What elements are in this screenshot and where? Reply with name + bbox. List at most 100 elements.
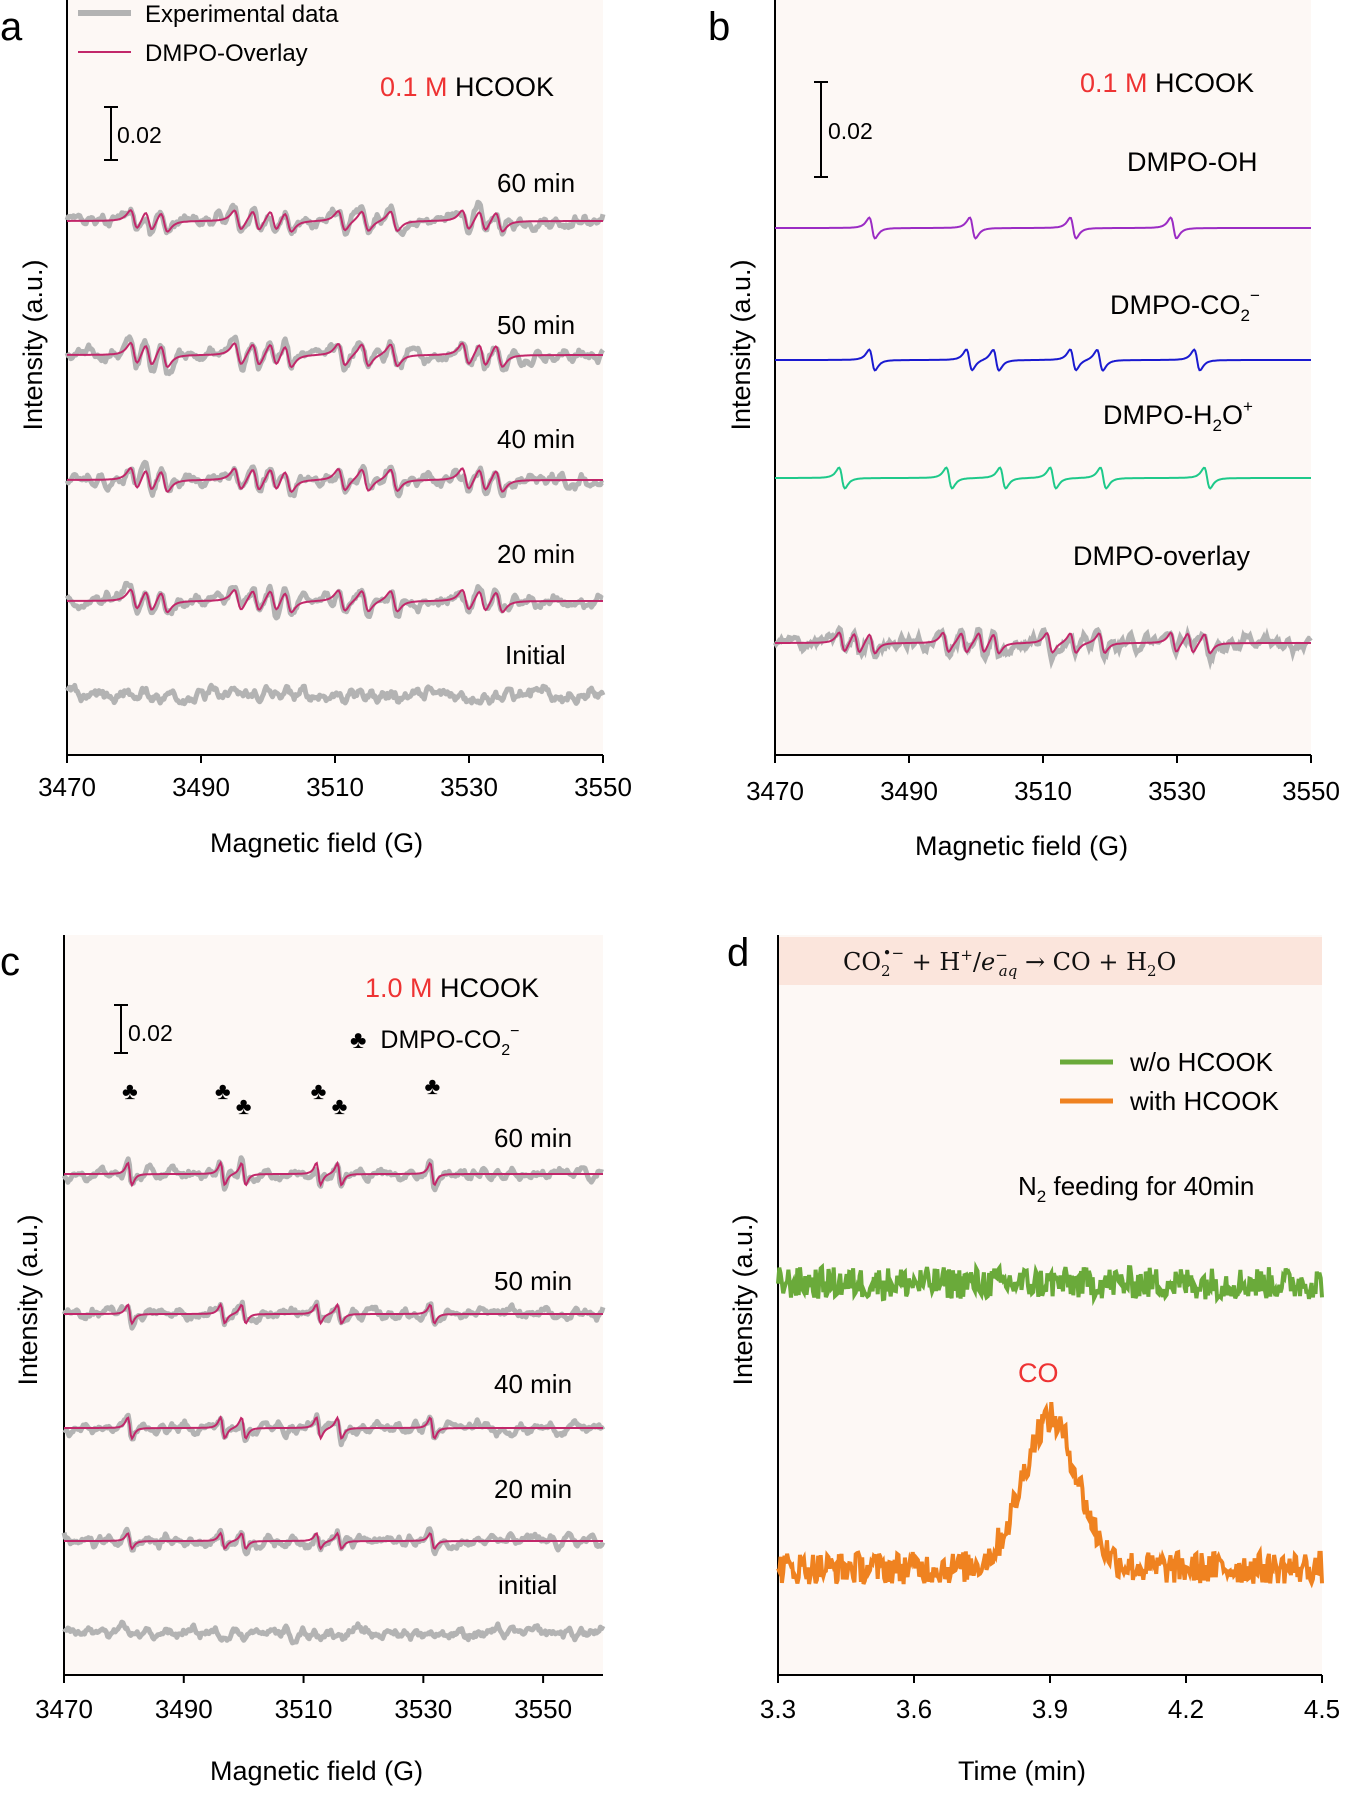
label-dmpo-overlay: DMPO-overlay [1073,541,1251,571]
panel-a-tick-label-4: 3550 [574,772,632,802]
panel-a-ylabel: Intensity (a.u.) [18,259,48,430]
panel-b-conc-value: 0.1 M [1080,68,1148,98]
panel-a-plot-area [67,0,603,755]
panel-d-tick-label-2: 3.9 [1032,1694,1068,1724]
panel-c-traces: 60 min 50 min 40 min 20 min initial [61,1123,606,1646]
panel-a-trace-label-2: 40 min [497,424,575,454]
label-dmpo-h2o-tail: O [1222,400,1243,430]
panel-d-annotation: N2 feeding for 40min [1018,1171,1254,1206]
panel-b-conc-rest: HCOOK [1148,68,1255,98]
label-dmpo-co2-main: DMPO-CO [1110,290,1241,320]
panel-c-plot-area [64,935,603,1675]
panel-c-tick-label-1: 3490 [155,1694,213,1724]
panel-c-tick-label-4: 3550 [514,1694,572,1724]
panel-d: 3.3 3.6 3.9 4.2 4.5 d Time (min) Intensity (… [727,931,1340,1786]
panel-d-plot-area [778,935,1322,1675]
eq-reactant-sup: •− [883,944,904,962]
panel-c-conc-rest: HCOOK [433,973,540,1003]
panel-b-scale-label: 0.02 [828,118,873,144]
panel-d-ylabel: Intensity (a.u.) [728,1214,758,1385]
panel-c-ylabel: Intensity (a.u.) [13,1214,43,1385]
panel-a-fit-trace-2 [66,466,603,494]
panel-a-tick-label-0: 3470 [38,772,96,802]
annotation-main: N [1018,1171,1037,1201]
panel-c-marker-legend-sup: − [510,1023,519,1040]
panel-a-experimental-trace-4 [65,682,606,707]
legend-with-label: with HCOOK [1129,1086,1279,1116]
label-dmpo-h2o-main: DMPO-H [1103,400,1213,430]
panel-b-scale-bar: 0.02 [814,81,873,178]
panel-c-marker-5: ♣ [424,1073,440,1100]
panel-c-trace-label-1: 50 min [494,1266,572,1296]
panel-c-marker-legend: ♣ DMPO-CO2− [350,1023,519,1059]
panel-b-tick-label-4: 3550 [1282,776,1340,806]
panel-a-fit-trace-3 [67,588,603,614]
legend-wo-label: w/o HCOOK [1129,1047,1274,1077]
panel-a-scale-label: 0.02 [117,122,162,148]
panel-b-trace-0 [775,216,1311,240]
panel-a: 3470 3490 3510 3530 3550 60 min 50 min 40 min 2… [0,0,632,858]
panel-a-legend: Experimental data DMPO-Overlay [78,1,339,67]
panel-a-conc-rest: HCOOK [448,72,555,102]
panel-c-markers: ♣ ♣♣♣♣♣ [122,1073,440,1120]
panel-c: 3470 3490 3510 3530 3550 60 min 50 min 40 min 2… [0,935,606,1786]
panel-a-xlabel: Magnetic field (G) [210,828,423,858]
panel-d-tick-label-3: 4.2 [1168,1694,1204,1724]
panel-d-series-wo-hcook [776,1261,1324,1307]
panel-c-xlabel: Magnetic field (G) [210,1756,423,1786]
panel-a-traces: 60 min 50 min 40 min 20 min Initial [64,168,606,707]
panel-a-fit-trace-0 [67,208,603,233]
panel-c-tick-label-3: 3530 [394,1694,452,1724]
panel-a-tick-label-2: 3510 [306,772,364,802]
panel-c-tick-label-0: 3470 [35,1694,93,1724]
eq-h-sup: + [960,946,973,964]
panel-d-series-with-hcook [776,1401,1324,1589]
eq-reactant-sub: 2 [881,962,891,980]
panel-c-fit-trace-3 [64,1531,603,1551]
panel-b-trace-1 [775,348,1311,372]
panel-b-tick-label-2: 3510 [1014,776,1072,806]
eq-w-sub: 2 [1147,962,1157,980]
eq-e: e [981,948,995,976]
panel-c-marker-2: ♣ [236,1093,252,1120]
panel-d-equation-box [778,937,1322,985]
panel-c-conc: 1.0 M HCOOK [365,973,539,1003]
label-dmpo-h2o-sup: + [1243,397,1253,416]
panel-c-marker-1: ♣ [215,1078,231,1105]
panel-c-label: c [0,940,20,984]
panel-c-x-ticks: 3470 3490 3510 3530 3550 [35,1675,572,1724]
panel-c-marker-legend-sub: 2 [501,1042,510,1059]
panel-b-trace-2 [775,466,1311,490]
panel-b-tick-label-3: 3530 [1148,776,1206,806]
eq-plus1: + H [904,948,960,976]
panel-c-experimental-trace-4 [62,1619,606,1646]
panel-c-marker-4: ♣ [332,1093,348,1120]
label-dmpo-co2-sub: 2 [1241,306,1250,325]
panel-b-xlabel: Magnetic field (G) [915,831,1128,861]
panel-a-trace-label-0: 60 min [497,168,575,198]
panel-c-trace-label-2: 40 min [494,1369,572,1399]
panel-b: 3470 3490 3510 3530 3550 b Magnetic field (G… [708,0,1340,861]
eq-e-sub: aq [999,962,1018,980]
label-dmpo-co2: DMPO-CO2− [1110,286,1260,325]
panel-b-traces [772,216,1313,671]
panel-c-trace-label-4: initial [498,1570,557,1600]
panel-d-tick-label-0: 3.3 [760,1694,796,1724]
eq-w-tail: O [1157,948,1177,976]
panel-c-conc-value: 1.0 M [365,973,433,1003]
eq-reactant: CO [843,948,881,976]
annotation-sub: 2 [1037,1187,1046,1206]
panel-a-tick-label-1: 3490 [172,772,230,802]
panel-d-xlabel: Time (min) [958,1756,1086,1786]
panel-c-tick-label-2: 3510 [275,1694,333,1724]
panel-c-marker-3: ♣ [311,1078,327,1105]
legend-fit-label: DMPO-Overlay [145,40,308,67]
panel-a-trace-label-4: Initial [505,640,566,670]
panel-b-label: b [708,5,730,49]
panel-b-trace-3 [775,631,1311,655]
panel-a-scale-bar: 0.02 [104,106,162,161]
panel-c-marker-legend-main: DMPO-CO [380,1026,501,1054]
panel-a-label: a [0,5,23,49]
panel-c-fit-trace-2 [64,1415,603,1441]
